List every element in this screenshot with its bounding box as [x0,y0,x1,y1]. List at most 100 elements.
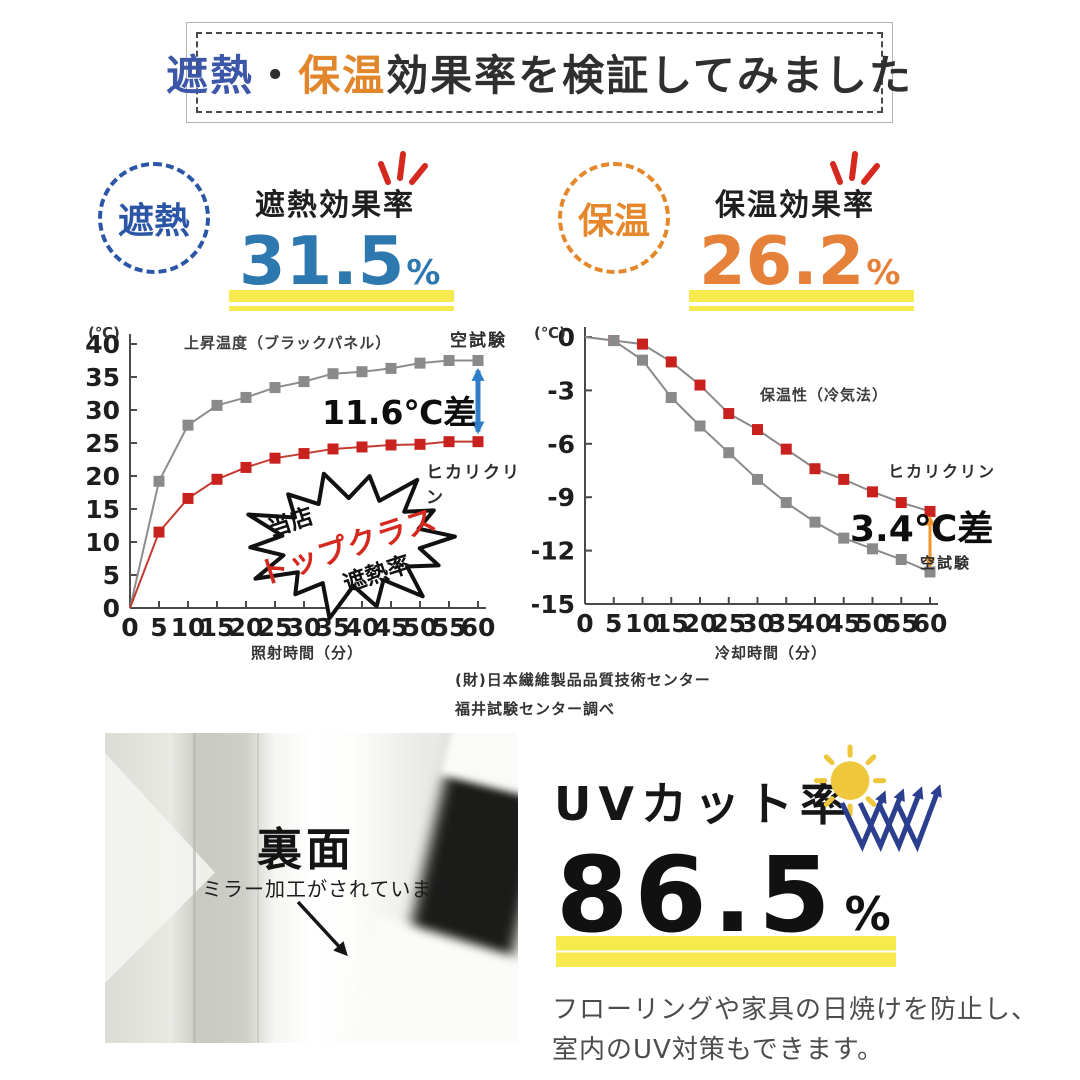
curtain-back-photo: 裏面 ミラー加工がされています [105,733,518,1043]
page-title: 遮熱・保温効果率を検証してみました [166,42,913,103]
svg-text:-12: -12 [532,537,575,566]
chart-title: 保温性（冷気法） [760,386,889,404]
metric-shanetsu-number: 31.5% [229,228,455,311]
yellow-underline [689,290,915,311]
svg-text:15: 15 [200,613,235,642]
metric-shanetsu-title: 遮熱効果率 [255,188,415,223]
svg-text:35: 35 [85,363,120,392]
svg-text:-9: -9 [547,483,575,512]
x-axis-label: 冷却時間（分） [714,644,827,662]
spark-icon [830,151,880,185]
svg-text:0: 0 [121,613,138,642]
yellow-underline [556,936,896,967]
uv-description-line-1: フローリングや家具の日焼けを防止し、 [552,995,1039,1025]
svg-text:30: 30 [85,396,120,425]
metric-hoon-title: 保温効果率 [715,188,875,223]
svg-text:55: 55 [884,609,919,638]
diff-label: 11.6℃差 [322,393,477,432]
svg-text:30: 30 [740,609,775,638]
uv-heading: UVカット率 [554,777,853,831]
svg-text:0: 0 [576,609,593,638]
sun-uv-reflection-icon [813,744,942,853]
series-label-blank-test: 空試験 [450,331,507,351]
svg-text:-3: -3 [547,376,575,405]
y-axis-unit-label: (℃) [88,324,120,342]
svg-text:45: 45 [374,613,409,642]
fabric-shadow [105,753,215,983]
heat-shield-chart: 0 5 10 15 20 25 30 35 40 45 50 55 60 0 5 10 15 20 25 30 35 40… [82,312,532,664]
svg-text:20: 20 [85,462,120,491]
uv-description-line-2: 室内のUV対策もできます。 [552,1035,885,1065]
source-line-1: (財)日本繊維製品品質技術センター [455,671,711,689]
metric-shanetsu-unit: % [406,253,441,293]
metric-shanetsu: 遮熱効果率 31.5% [229,180,455,311]
series-label-blank-test: 空試験 [920,554,972,572]
metric-hoon-unit: % [866,253,901,293]
pointer-arrow-icon [296,900,348,957]
svg-text:20: 20 [683,609,718,638]
fabric-crease [257,733,259,1043]
series-label-product: ヒカリクリン [888,462,997,481]
svg-text:60: 60 [913,609,948,638]
uv-unit: % [844,886,891,941]
svg-text:0: 0 [558,323,575,352]
svg-text:25: 25 [711,609,746,638]
svg-text:-6: -6 [547,430,575,459]
photo-label: 裏面 [257,823,356,876]
x-axis-label: 照射時間（分） [250,644,363,662]
svg-text:25: 25 [85,429,120,458]
title-box: 遮熱・保温効果率を検証してみました [166,22,911,123]
svg-text:10: 10 [171,613,206,642]
badge-shanetsu-label: 遮熱 [117,201,190,242]
svg-text:40: 40 [85,330,120,359]
burst-shape [246,471,457,621]
metric-shanetsu-value: 31.5 [239,222,405,300]
uv-description: フローリングや家具の日焼けを防止し、 室内のUV対策もできます。 [552,990,1038,1070]
svg-text:-15: -15 [532,590,575,619]
fabric-crease [193,733,196,1043]
badge-hoon: 保温 [558,162,670,274]
svg-text:5: 5 [150,613,167,642]
metric-hoon-number: 26.2% [689,228,915,311]
svg-text:15: 15 [85,495,120,524]
svg-text:40: 40 [798,609,833,638]
source-line-2: 福井試験センター調べ [455,700,616,718]
svg-text:5: 5 [103,561,120,590]
svg-text:5: 5 [605,609,622,638]
photo-caption: ミラー加工がされています [202,877,454,901]
svg-text:50: 50 [403,613,438,642]
svg-text:30: 30 [287,613,322,642]
title-inner-border: 遮熱・保温効果率を検証してみました [166,32,911,113]
svg-text:40: 40 [345,613,380,642]
title-rest: 効果率を検証してみました [386,51,913,100]
svg-text:25: 25 [258,613,293,642]
spark-icon [378,151,428,185]
title-word-shanetsu: 遮熱 [166,51,255,100]
source-note: (財)日本繊維製品品質技術センター 福井試験センター調べ [455,666,711,724]
svg-text:55: 55 [432,613,467,642]
uv-number: 86.5 % [556,834,891,956]
title-word-hoon: 保温 [298,51,387,100]
badge-shanetsu: 遮熱 [98,162,210,274]
uv-value: 86.5 [556,834,837,956]
svg-text:15: 15 [654,609,689,638]
top-class-burst-badge: 当店 トップクラス 遮熱率 [232,454,470,628]
sun-icon [830,761,870,800]
svg-text:50: 50 [855,609,890,638]
svg-text:10: 10 [85,528,120,557]
y-axis-unit-label: (℃) [534,324,566,342]
svg-text:10: 10 [625,609,660,638]
svg-text:0: 0 [103,594,120,623]
title-dot: ・ [254,51,299,100]
badge-hoon-label: 保温 [577,201,650,242]
series-label-product: ヒカリクリン [426,463,521,508]
heat-retention-chart: 0 5 10 15 20 25 30 35 40 45 50 55 60 0 -3 -6 -9 -12 -15 (℃… [532,312,1010,664]
diff-label: 3.4℃差 [850,509,994,550]
svg-text:35: 35 [769,609,804,638]
svg-text:45: 45 [826,609,861,638]
svg-text:35: 35 [316,613,351,642]
yellow-underline [229,290,455,311]
svg-text:60: 60 [461,613,496,642]
